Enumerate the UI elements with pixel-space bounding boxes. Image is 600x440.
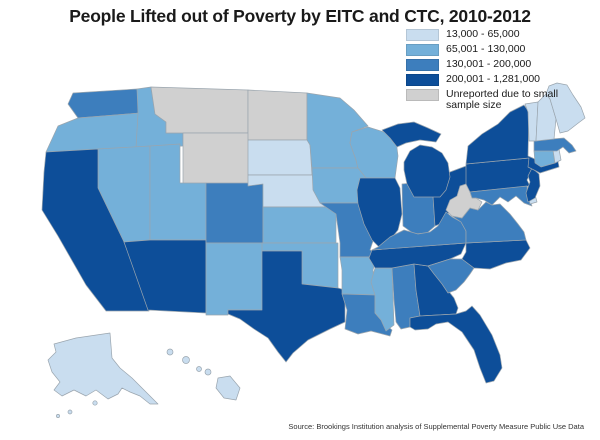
hawaii-island-icon (182, 356, 190, 364)
state-MS (370, 267, 395, 332)
legend-label: 65,001 - 130,000 (446, 43, 526, 55)
state-MI (403, 144, 451, 198)
hawaii-island-icon (204, 368, 212, 376)
page-title: People Lifted out of Poverty by EITC and… (69, 6, 531, 26)
hawaii-island-icon (196, 366, 202, 372)
state-NC (461, 239, 531, 270)
state-NJ (525, 167, 541, 203)
state-FL (409, 305, 503, 384)
state-SD (247, 139, 313, 176)
alaska-island-icon (92, 400, 98, 406)
state-KS (262, 206, 337, 244)
state-VT (524, 101, 539, 142)
legend-swatch-c1 (406, 29, 439, 41)
state-ND (247, 89, 308, 141)
legend-item: 200,001 - 1,281,000 (406, 73, 561, 86)
state-CA (41, 148, 150, 312)
alaska-island-icon (67, 409, 73, 415)
legend-item: 13,000 - 65,000 (406, 28, 561, 41)
legend-swatch-c2 (406, 44, 439, 56)
legend-label: Unreported due to small sample size (446, 88, 559, 112)
legend-label: 200,001 - 1,281,000 (446, 73, 540, 85)
state-TN (368, 242, 467, 269)
state-NY (465, 104, 560, 174)
legend-swatch-c4 (406, 74, 439, 86)
hawaii-big-island (215, 375, 241, 401)
state-MI-upper-peninsula (381, 121, 442, 148)
legend-item: 65,001 - 130,000 (406, 43, 561, 56)
map-legend: 13,000 - 65,000 65,001 - 130,000 130,001… (406, 28, 561, 114)
state-AK (47, 332, 159, 405)
legend-label: 13,000 - 65,000 (446, 28, 520, 40)
legend-swatch-unreported (406, 89, 439, 101)
source-attribution: Source: Brookings Institution analysis o… (288, 422, 584, 431)
state-WI (349, 126, 399, 179)
legend-label: 130,001 - 200,000 (446, 58, 532, 70)
legend-item: Unreported due to small sample size (406, 88, 561, 112)
state-MA (533, 137, 577, 154)
state-WY (182, 132, 251, 187)
legend-item: 130,001 - 200,000 (406, 58, 561, 71)
state-SC (427, 258, 475, 294)
state-OR (45, 112, 141, 153)
state-ME (545, 82, 586, 134)
hawaii-island-icon (166, 348, 174, 356)
legend-swatch-c3 (406, 59, 439, 71)
alaska-island-icon (56, 414, 60, 418)
state-NM (205, 242, 264, 316)
state-CO (205, 182, 264, 244)
